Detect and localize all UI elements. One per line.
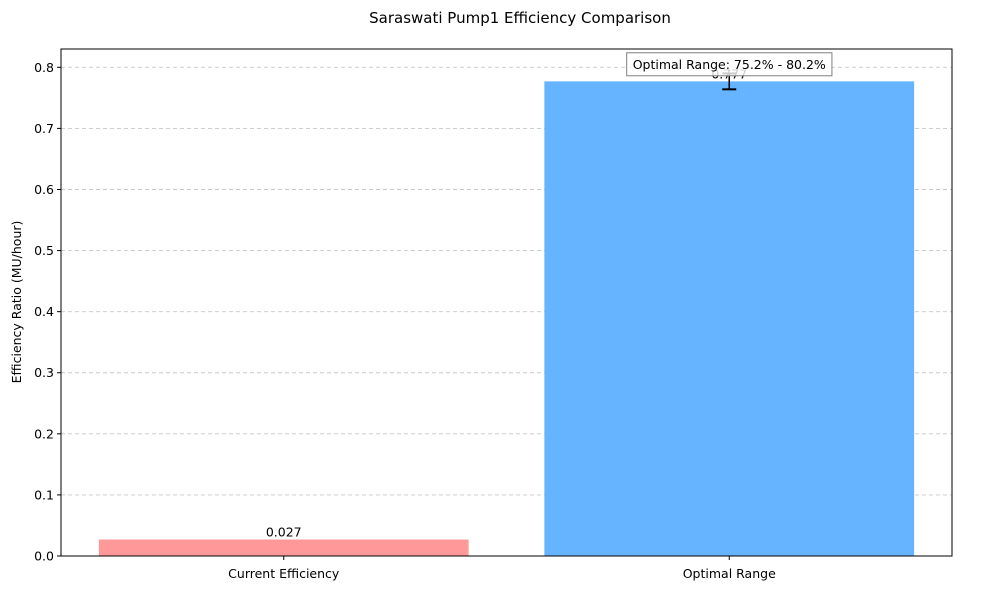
y-tick-label: 0.2 <box>34 426 54 441</box>
y-axis-label: Efficiency Ratio (MU/hour) <box>9 221 24 384</box>
y-tick-label: 0.8 <box>34 60 54 75</box>
axes: 0.0 0.1 0.2 0.3 0.4 0.5 0.6 0.7 0.8 Current Effic… <box>34 48 953 581</box>
y-tick-label: 0.4 <box>34 304 54 319</box>
annotation-box <box>626 52 833 77</box>
chart-title: Saraswati Pump1 Efficiency Comparison <box>369 9 671 27</box>
y-tick-label: 0.0 <box>34 549 54 564</box>
x-tick-label: Optimal Range <box>683 566 776 581</box>
value-label: 0.027 <box>266 525 302 540</box>
annotation: Optimal Range: 75.2% - 80.2% <box>626 52 833 77</box>
y-tick-label: 0.6 <box>34 182 54 197</box>
x-tick-label: Current Efficiency <box>228 566 340 581</box>
annotation-text: Optimal Range: 75.2% - 80.2% <box>633 57 826 72</box>
bar-optimal-range <box>544 81 915 557</box>
bar-current-efficiency <box>98 539 469 556</box>
y-tick-label: 0.5 <box>34 243 54 258</box>
y-tick-label: 0.3 <box>34 365 54 380</box>
plot-frame <box>60 48 953 557</box>
bars <box>98 81 915 557</box>
y-tick-label: 0.7 <box>34 121 54 136</box>
y-tick-label: 0.1 <box>34 487 54 502</box>
